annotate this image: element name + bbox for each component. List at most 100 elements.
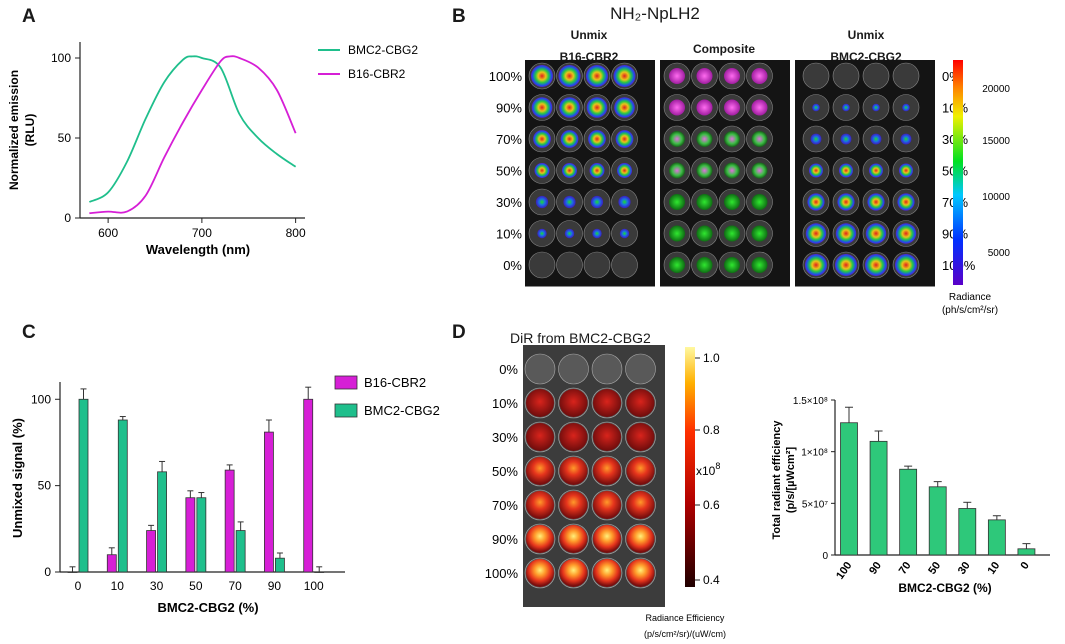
fluorescence-signal [593, 423, 621, 451]
x-tick-label: 10 [985, 560, 1002, 577]
well [524, 353, 556, 385]
y-tick-label: 1×10⁸ [801, 448, 828, 459]
fluorescence-signal [626, 525, 655, 553]
luminescence-signal [613, 65, 636, 87]
luminescence-signal [669, 99, 685, 116]
luminescence-signal [872, 103, 880, 112]
bar-b16-cbr2 [106, 554, 117, 573]
left-row-label: 10% [496, 227, 522, 242]
luminescence-signal [869, 163, 883, 178]
bar [1017, 548, 1036, 556]
fluorescence-signal [526, 525, 554, 553]
well [862, 62, 890, 90]
colorbar-label-unit: (ph/s/cm²/sr) [942, 305, 998, 316]
luminescence-signal [809, 163, 823, 178]
luminescence-signal [537, 228, 547, 239]
well [611, 251, 638, 279]
luminescence-signal [696, 162, 713, 179]
x-tick-label: 700 [192, 226, 212, 240]
well [583, 251, 611, 279]
colorbar-label: Radiance Efficiency [646, 613, 725, 623]
luminescence-signal [531, 97, 553, 118]
luminescence-signal [865, 223, 887, 244]
luminescence-signal [805, 254, 827, 276]
luminescence-signal [837, 193, 855, 211]
panel-d-image-grid: 0%10%30%50%70%90%100% 1.00.80.60.4 x108 … [485, 345, 726, 639]
x-tick-label: 70 [228, 579, 242, 593]
x-axis-label: BMC2-CBG2 (%) [898, 581, 991, 595]
bar-b16-cbr2 [146, 530, 156, 573]
legend-swatch [334, 375, 358, 390]
fluorescence-signal [526, 559, 554, 587]
colorbar-tick-label: 5000 [988, 248, 1011, 259]
colorbar-tick-label: 10000 [982, 192, 1010, 203]
fluorescence-signal [526, 389, 554, 417]
fluorescence-signal [526, 457, 554, 485]
luminescence-signal [615, 130, 634, 148]
luminescence-signal [895, 223, 917, 244]
luminescence-signal [619, 228, 630, 239]
luminescence-signal [669, 131, 685, 147]
radiance-efficiency-colorbar [685, 347, 695, 587]
well [832, 62, 860, 90]
luminescence-signal [696, 194, 713, 210]
x-tick-label: 100 [304, 579, 324, 593]
luminescence-signal [867, 193, 885, 211]
luminescence-signal [724, 162, 740, 179]
luminescence-signal [586, 97, 608, 118]
luminescence-signal [669, 162, 685, 179]
legend-label: BMC2-CBG2 [364, 403, 440, 418]
colorbar-tick-label: 0.8 [703, 423, 720, 437]
bar-b16-cbr2 [264, 431, 274, 573]
x-axis-label: BMC2-CBG2 (%) [157, 600, 258, 615]
luminescence-signal [724, 257, 740, 273]
x-tick-label: 70 [897, 560, 914, 577]
fluorescence-signal [626, 559, 655, 587]
col-header-unmix-bmc2: Unmix BMC2-CBG2 [796, 28, 936, 64]
panel-letter-b: B [452, 6, 466, 27]
luminescence-signal [724, 68, 740, 84]
x-tick-label: 90 [268, 579, 282, 593]
col-header-composite: Composite [692, 42, 755, 56]
luminescence-signal [590, 195, 604, 209]
luminescence-signal [895, 254, 917, 276]
series-line-b16-cbr2 [89, 55, 297, 215]
luminescence-signal [812, 103, 820, 112]
bar-bmc2-cbg2 [157, 471, 167, 573]
row-label: 0% [499, 362, 518, 377]
bar [899, 468, 918, 556]
luminescence-signal [899, 163, 913, 178]
left-row-label: 50% [496, 164, 522, 179]
well [556, 251, 583, 279]
colorbar-multiplier: x108 [696, 461, 720, 478]
luminescence-signal [588, 130, 606, 148]
x-tick-label: 30 [150, 579, 164, 593]
luminescence-signal [842, 103, 850, 112]
well [528, 251, 556, 279]
bar [958, 508, 977, 556]
luminescence-signal [669, 225, 685, 242]
row-label: 90% [492, 532, 518, 547]
luminescence-signal [562, 163, 577, 178]
y-axis-label: Normalized emission [7, 70, 21, 190]
luminescence-signal [751, 162, 768, 179]
fluorescence-signal [526, 491, 554, 519]
y-tick-label: 50 [58, 131, 72, 145]
well [558, 353, 589, 385]
well [892, 62, 920, 90]
row-label: 30% [492, 430, 518, 445]
luminescence-signal [835, 223, 857, 244]
legend-swatch [334, 403, 358, 418]
luminescence-signal [751, 194, 768, 210]
x-tick-label: 30 [956, 560, 973, 577]
y-axis-label: Total radiant efficiency [771, 420, 783, 540]
x-tick-label: 0 [1019, 560, 1032, 572]
col-header-line1: Unmix [570, 28, 608, 42]
fluorescence-signal [593, 389, 621, 417]
luminescence-signal [669, 68, 685, 84]
luminescence-signal [902, 103, 910, 112]
x-tick-label: 0 [75, 579, 82, 593]
panel-letter-d: D [452, 322, 466, 343]
colorbar-label-unit: (p/s/cm²/sr)/(uW/cm) [644, 629, 726, 639]
